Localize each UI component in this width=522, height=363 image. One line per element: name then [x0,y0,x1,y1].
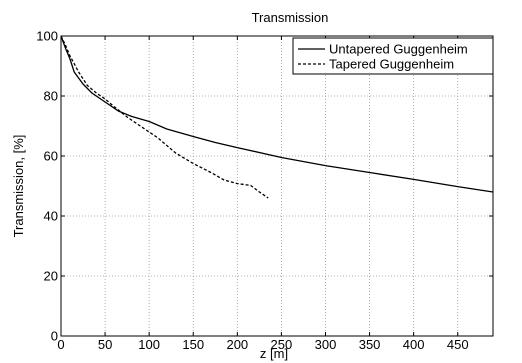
x-tick-label: 300 [315,337,337,352]
plot-frame [60,35,494,337]
tick-marks [60,35,493,337]
y-tick-label: 20 [44,269,58,284]
x-tick-label: 200 [226,337,248,352]
x-tick-label: 150 [182,337,204,352]
x-tick-label: 350 [359,337,381,352]
y-tick-labels: 0 20 40 60 80 100 [36,29,58,344]
grid [61,36,493,336]
legend-label-1: Untapered Guggenheim [329,42,468,57]
x-tick-label: 0 [57,337,64,352]
x-tick-label: 450 [447,337,469,352]
y-tick-label: 60 [44,149,58,164]
x-tick-label: 50 [98,337,112,352]
legend-box [292,37,494,75]
y-tick-label: 100 [36,29,58,44]
series-line-2 [60,35,269,199]
y-tick-label: 40 [44,209,58,224]
x-axis-label: z [m] [260,346,288,361]
legend-label-2: Tapered Guggenheim [329,57,454,72]
x-tick-label: 250 [271,337,293,352]
series-lines [60,35,494,199]
y-axis-label: Transmission, [%] [11,135,26,238]
series-line-1 [60,35,494,193]
x-tick-labels: 0 50 100 150 200 250 300 350 400 450 [57,337,468,352]
chart-title: Transmission [252,10,329,25]
x-tick-label: 100 [138,337,160,352]
y-tick-label: 80 [44,89,58,104]
x-tick-label: 400 [403,337,425,352]
y-tick-label: 0 [51,329,58,344]
